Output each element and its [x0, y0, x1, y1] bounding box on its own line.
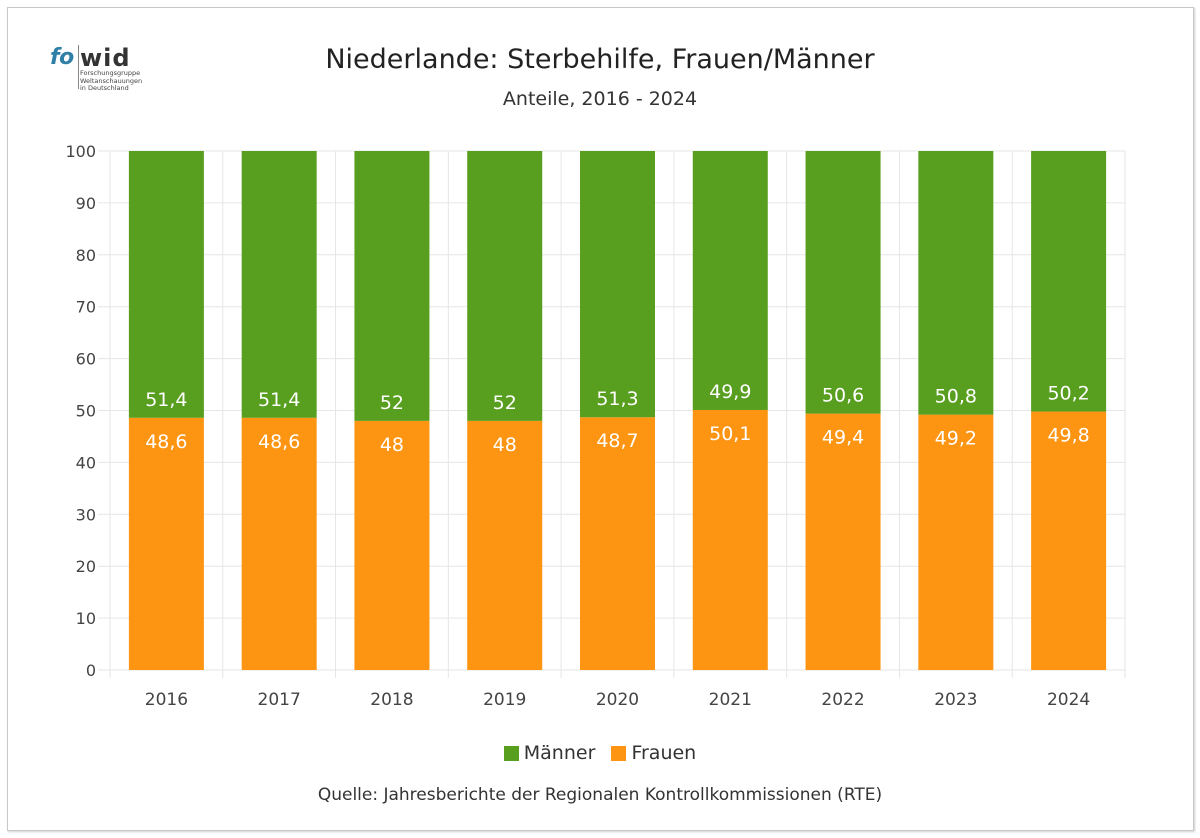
- legend: Männer Frauen: [0, 742, 1200, 766]
- logo-brand-right: wid: [80, 44, 131, 72]
- bar-frauen-2023[interactable]: [918, 414, 994, 670]
- y-tick-label: 50: [76, 402, 96, 421]
- source-note: Quelle: Jahresberichte der Regionalen Ko…: [317, 785, 883, 805]
- y-tick-label: 40: [76, 453, 96, 472]
- data-label-frauen-2022: 49,4: [822, 427, 864, 449]
- x-tick-label: 2022: [821, 690, 864, 710]
- bars: 48,6 51,4 48,6 51,4 48 52 48 52 48,7 51,3 50,1 49,9…: [128, 151, 1107, 670]
- x-tick-label: 2017: [258, 690, 301, 710]
- legend-label-maenner: Männer: [523, 742, 596, 764]
- data-label-maenner-2022: 50,6: [822, 385, 864, 407]
- data-label-frauen-2020: 48,7: [596, 430, 638, 452]
- data-label-maenner-2017: 51,4: [258, 389, 300, 411]
- data-label-maenner-2019: 52: [493, 392, 517, 414]
- y-axis-ticks: 0 10 20 30 40 50 60 70 80 90 100: [65, 142, 96, 680]
- bar-maenner-2020[interactable]: [580, 151, 655, 418]
- x-axis-ticks: 2016 2017 2018 2019 2020 2021 2022 2023 2024: [145, 690, 1090, 710]
- data-label-frauen-2023: 49,2: [935, 428, 977, 450]
- bar-frauen-2021[interactable]: [692, 409, 768, 670]
- y-tick-label: 80: [76, 246, 96, 265]
- y-tick-label: 20: [76, 557, 96, 576]
- bar-maenner-2018[interactable]: [354, 151, 430, 421]
- bar-frauen-2019[interactable]: [467, 420, 543, 670]
- bar-frauen-2017[interactable]: [241, 417, 317, 670]
- data-label-maenner-2021: 49,9: [709, 381, 751, 403]
- x-tick-label: 2024: [1047, 690, 1090, 710]
- legend-item-maenner[interactable]: Männer: [503, 742, 596, 764]
- bar-maenner-2022[interactable]: [805, 151, 881, 414]
- bar-maenner-2024[interactable]: [1031, 151, 1107, 412]
- x-tick-label: 2023: [934, 690, 977, 710]
- bar-maenner-2021[interactable]: [692, 151, 768, 410]
- legend-label-frauen: Frauen: [631, 742, 697, 764]
- y-tick-label: 0: [86, 661, 96, 680]
- logo-tagline: Forschungsgruppe Weltanschauungen in Deu…: [80, 69, 143, 92]
- data-label-maenner-2023: 50,8: [935, 386, 977, 408]
- bar-frauen-2016[interactable]: [128, 417, 204, 670]
- data-label-maenner-2016: 51,4: [145, 389, 187, 411]
- y-tick-label: 10: [76, 609, 96, 628]
- legend-item-frauen[interactable]: Frauen: [611, 742, 696, 764]
- legend-swatch-maenner: [503, 745, 519, 761]
- x-tick-label: 2021: [709, 690, 752, 710]
- y-tick-label: 100: [65, 142, 96, 161]
- bar-frauen-2022[interactable]: [805, 413, 881, 670]
- y-tick-label: 30: [76, 505, 96, 524]
- bar-maenner-2023[interactable]: [918, 151, 994, 415]
- data-label-frauen-2019: 48: [493, 434, 517, 456]
- data-label-maenner-2020: 51,3: [596, 388, 638, 410]
- x-tick-label: 2018: [370, 690, 413, 710]
- data-label-frauen-2021: 50,1: [709, 423, 751, 445]
- data-label-frauen-2017: 48,6: [258, 431, 300, 453]
- bar-frauen-2018[interactable]: [354, 420, 430, 670]
- y-tick-label: 60: [76, 350, 96, 369]
- x-tick-label: 2016: [145, 690, 188, 710]
- chart-subtitle: Anteile, 2016 - 2024: [502, 88, 698, 110]
- data-label-frauen-2016: 48,6: [145, 431, 187, 453]
- bar-maenner-2016[interactable]: [128, 151, 204, 418]
- data-label-maenner-2024: 50,2: [1047, 383, 1089, 405]
- x-tick-label: 2019: [483, 690, 526, 710]
- fowid-logo: fo wid Forschungsgruppe Weltanschauungen…: [50, 44, 160, 95]
- data-label-frauen-2018: 48: [380, 434, 404, 456]
- y-tick-label: 90: [76, 194, 96, 213]
- legend-swatch-frauen: [611, 745, 627, 761]
- data-label-frauen-2024: 49,8: [1047, 425, 1089, 447]
- bar-maenner-2019[interactable]: [467, 151, 543, 421]
- y-tick-label: 70: [76, 298, 96, 317]
- data-label-maenner-2018: 52: [380, 392, 404, 414]
- x-tick-label: 2020: [596, 690, 639, 710]
- logo-brand-left: fo: [50, 45, 74, 70]
- bar-frauen-2024[interactable]: [1031, 411, 1107, 670]
- bar-frauen-2020[interactable]: [580, 417, 655, 670]
- chart-title: Niederlande: Sterbehilfe, Frauen/Männer: [325, 44, 875, 75]
- bar-maenner-2017[interactable]: [241, 151, 317, 418]
- logo-divider: [78, 45, 79, 89]
